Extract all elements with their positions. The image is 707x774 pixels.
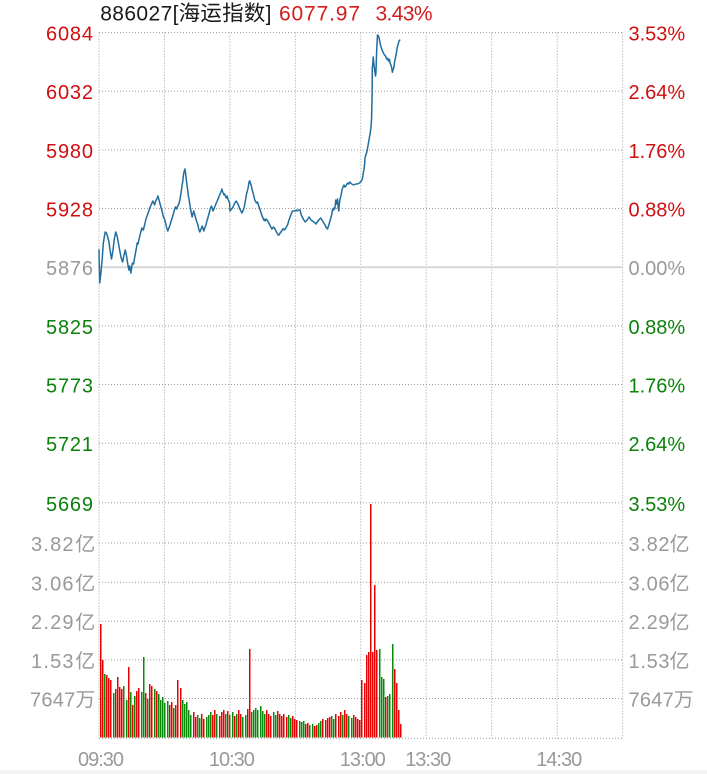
svg-text:5980: 5980 [46, 141, 93, 163]
svg-text:2.29: 2.29 [31, 612, 74, 634]
svg-text:6084: 6084 [46, 24, 93, 46]
svg-text:1.53: 1.53 [629, 651, 670, 673]
svg-text:6032: 6032 [46, 82, 93, 104]
svg-text:14:30: 14:30 [536, 749, 582, 771]
svg-text:5721: 5721 [46, 434, 93, 456]
svg-text:09:30: 09:30 [78, 749, 124, 771]
svg-text:886027[: 886027[ [100, 3, 178, 26]
svg-text:3.82: 3.82 [629, 534, 670, 556]
svg-text:5825: 5825 [46, 317, 93, 339]
svg-text:10:30: 10:30 [209, 749, 255, 771]
svg-text:2.29: 2.29 [629, 612, 670, 634]
svg-text:7647: 7647 [30, 690, 75, 712]
svg-text:5876: 5876 [46, 258, 93, 280]
svg-text:13:30: 13:30 [405, 749, 451, 771]
svg-text:5773: 5773 [46, 376, 93, 398]
svg-text:3.06: 3.06 [31, 573, 74, 595]
svg-text:3.06: 3.06 [629, 573, 670, 595]
svg-text:13:00: 13:00 [340, 749, 386, 771]
svg-text:3.53%: 3.53% [629, 24, 686, 46]
svg-text:]: ] [266, 3, 272, 26]
svg-text:2.64%: 2.64% [629, 434, 686, 456]
svg-text:5928: 5928 [46, 200, 93, 222]
svg-text:0.88%: 0.88% [629, 317, 686, 339]
svg-text:6077.97: 6077.97 [279, 3, 360, 26]
svg-text:3.82: 3.82 [31, 534, 74, 556]
svg-text:7647: 7647 [629, 690, 674, 712]
svg-text:1.53: 1.53 [31, 651, 74, 673]
svg-text:2.64%: 2.64% [629, 82, 686, 104]
svg-text:1.76%: 1.76% [629, 376, 686, 398]
svg-text:0.88%: 0.88% [629, 200, 686, 222]
svg-text:0.00%: 0.00% [629, 258, 686, 280]
svg-text:5669: 5669 [46, 494, 93, 516]
svg-text:3.43%: 3.43% [376, 3, 433, 26]
svg-text:3.53%: 3.53% [629, 494, 686, 516]
svg-text:1.76%: 1.76% [629, 141, 686, 163]
